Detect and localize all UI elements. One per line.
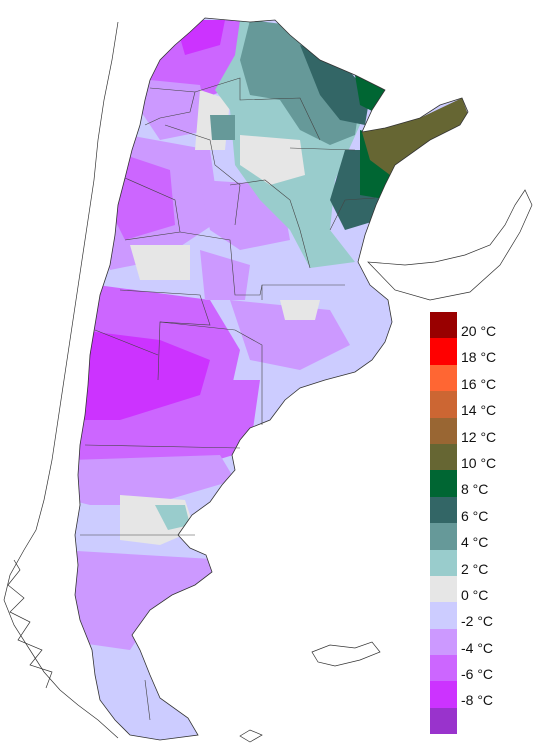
legend-swatch	[430, 364, 457, 392]
legend-entry: 12 °C	[430, 417, 530, 445]
legend-entry: 10 °C	[430, 443, 530, 471]
legend-entry: 18 °C	[430, 338, 530, 366]
legend-entry: 2 °C	[430, 549, 530, 577]
legend-entry: 16 °C	[430, 364, 530, 392]
province-boundaries	[80, 77, 376, 721]
temperature-legend: 20 °C 18 °C 16 °C 14 °C 12 °C 10 °C 8 °C 6 °C 4 …	[430, 312, 530, 735]
legend-label: 0 °C	[461, 586, 489, 603]
legend-swatch	[430, 602, 457, 629]
legend-swatch	[430, 470, 457, 497]
legend-swatch	[430, 391, 457, 418]
argentina-outline	[74, 17, 469, 741]
legend-label: 2 °C	[461, 560, 489, 577]
legend-label: 12 °C	[461, 428, 497, 445]
legend-swatch	[430, 681, 457, 708]
legend-label: 6 °C	[461, 507, 489, 524]
legend-swatch	[430, 549, 457, 576]
legend-entry	[430, 707, 530, 735]
legend-label: 18 °C	[461, 349, 497, 366]
legend-label: -8 °C	[461, 692, 494, 709]
legend-label: 16 °C	[461, 375, 497, 392]
chile-coastline	[3, 21, 119, 739]
legend-swatch	[430, 338, 457, 365]
legend-label: 4 °C	[461, 534, 489, 551]
legend-entry: 0 °C	[430, 575, 530, 603]
legend-entry: 14 °C	[430, 391, 530, 419]
legend-swatch	[430, 312, 457, 339]
uruguay-outline	[367, 189, 533, 301]
legend-swatch	[430, 523, 457, 550]
legend-entry: -2 °C	[430, 602, 530, 630]
legend-swatch	[430, 628, 457, 656]
legend-label: 14 °C	[461, 402, 497, 419]
legend-swatch	[430, 575, 457, 603]
legend-swatch	[430, 655, 457, 682]
legend-label: 20 °C	[461, 323, 497, 339]
legend-entry: 20 °C	[430, 312, 530, 339]
legend-entry: 8 °C	[430, 470, 530, 498]
legend-entry: -6 °C	[430, 655, 530, 683]
legend-entry: -4 °C	[430, 628, 530, 656]
legend-entry: -8 °C	[430, 681, 530, 709]
legend-label: -2 °C	[461, 613, 494, 630]
legend-label: 10 °C	[461, 454, 497, 471]
legend-label: 8 °C	[461, 481, 489, 498]
legend-swatch	[430, 443, 457, 471]
legend-label: -4 °C	[461, 639, 494, 656]
legend-label: -6 °C	[461, 666, 494, 683]
legend-swatch	[430, 496, 457, 524]
legend-entry: 6 °C	[430, 496, 530, 524]
legend-swatch	[430, 707, 457, 735]
legend-swatch	[430, 417, 457, 444]
legend-entry: 4 °C	[430, 523, 530, 551]
tierra-del-fuego-islands	[239, 641, 381, 743]
